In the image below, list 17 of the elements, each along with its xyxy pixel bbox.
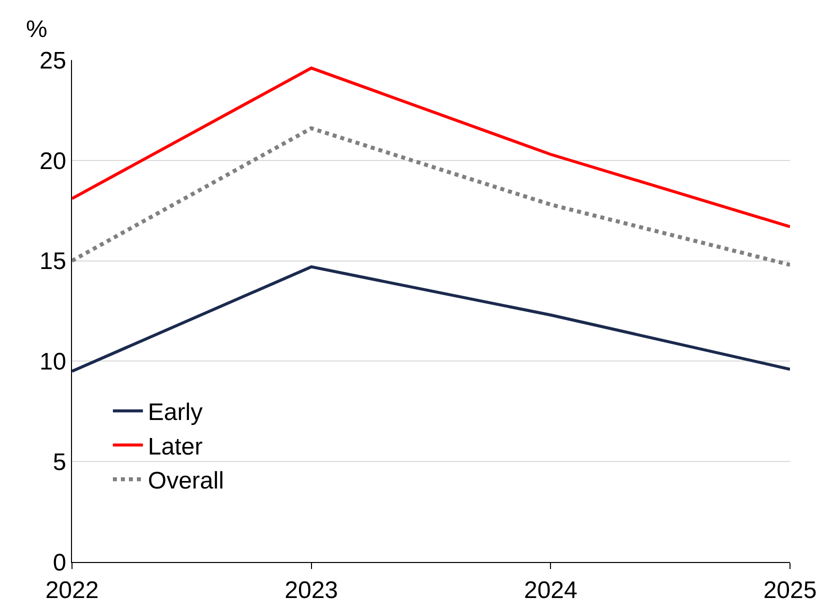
x-tick-label: 2022	[45, 576, 99, 604]
y-tick-label: 25	[39, 47, 66, 74]
legend-label: Later	[148, 433, 203, 460]
x-tick-label: 2024	[524, 576, 578, 604]
legend-label: Overall	[148, 468, 224, 495]
y-tick-label: 5	[52, 449, 66, 476]
y-axis-title: %	[26, 16, 48, 43]
line-series	[72, 265, 790, 373]
y-tick-label: 0	[52, 549, 66, 576]
legend-label: Early	[148, 399, 203, 426]
y-tick-label: 20	[39, 148, 66, 175]
line-series	[72, 126, 790, 267]
y-tick-label: 10	[39, 348, 66, 376]
x-tick-label: 2025	[763, 576, 817, 604]
y-tick-label: 15	[39, 248, 66, 276]
line-series	[72, 66, 790, 228]
x-tick-label: 2023	[284, 576, 338, 604]
